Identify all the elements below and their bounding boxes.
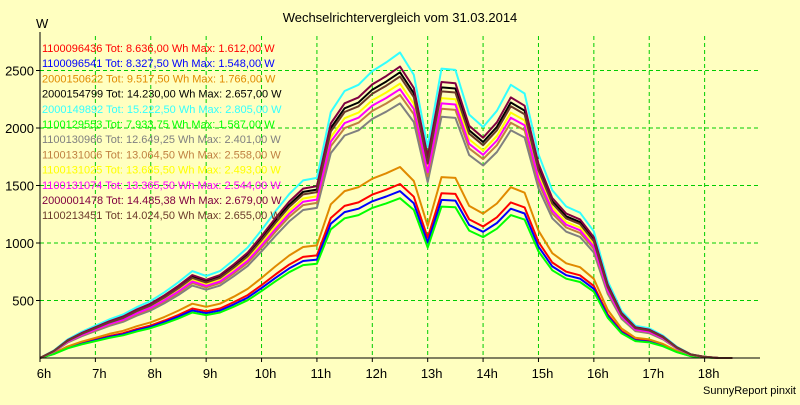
legend-entry: 1100131074 Tot: 13.365,50 Wh Max: 2.544,… <box>42 180 281 192</box>
x-tick-label: 17h <box>642 366 664 381</box>
y-axis-unit: W <box>36 16 49 31</box>
x-tick-label: 14h <box>476 366 498 381</box>
footer-label: SunnyReport pinxit <box>703 385 796 397</box>
x-tick-label: 16h <box>587 366 609 381</box>
legend-entry: 2000001478 Tot: 14.485,38 Wh Max: 2.679,… <box>42 195 282 207</box>
x-tick-label: 10h <box>255 366 277 381</box>
y-tick-label: 2500 <box>5 64 34 79</box>
series-line-2000149892 <box>39 51 733 359</box>
x-tick-label: 6h <box>37 366 51 381</box>
x-tick-label: 15h <box>532 366 554 381</box>
legend-entry: 1100131006 Tot: 13.064,50 Wh Max: 2.558,… <box>42 149 281 161</box>
y-tick-label: 1000 <box>5 236 34 251</box>
x-tick-label: 11h <box>311 366 332 381</box>
series-line-1100131074 <box>39 88 733 359</box>
legend-entry: 1100131025 Tot: 13.685,50 Wh Max: 2.493,… <box>42 165 281 177</box>
legend-entry: 1100130966 Tot: 12.649,25 Wh Max: 2.401,… <box>42 134 281 146</box>
legend-entry: 1100096541 Tot: 8.327,50 Wh Max: 1.548,0… <box>42 58 275 70</box>
grid-lines <box>40 36 760 358</box>
y-tick-label: 500 <box>12 294 34 309</box>
x-tick-label: 8h <box>148 366 162 381</box>
x-tick-label: 7h <box>92 366 106 381</box>
legend-entry: 2000150622 Tot: 9.517,50 Wh Max: 1.766,0… <box>42 73 276 85</box>
legend-entry: 2000154799 Tot: 14.230,00 Wh Max: 2.657,… <box>42 89 282 101</box>
legend-entry: 1100213451 Tot: 14.024,50 Wh Max: 2.655,… <box>42 210 281 222</box>
x-tick-label: 13h <box>421 366 443 381</box>
series-line-2000150622 <box>39 166 733 359</box>
legend: 1100096436 Tot: 8.636,00 Wh Max: 1.612,0… <box>42 43 282 222</box>
legend-entry: 1100129553 Tot: 7.933,75 Wh Max: 1.587,0… <box>42 119 275 131</box>
y-tick-label: 2000 <box>5 121 34 136</box>
series-line-1100129553 <box>39 197 733 359</box>
x-tick-label: 12h <box>365 366 387 381</box>
legend-entry: 1100096436 Tot: 8.636,00 Wh Max: 1.612,0… <box>42 43 275 55</box>
x-tick-label: 18h <box>698 366 720 381</box>
series-line-1100213451 <box>39 75 733 359</box>
chart-title: Wechselrichtervergleich vom 31.03.2014 <box>283 10 518 25</box>
x-tick-label: 9h <box>203 366 217 381</box>
axes: 6h 7h 8h 9h 10h 11h 12h 13h 14h 15h 16h 17h 18h 500 10… <box>5 32 760 381</box>
y-tick-label: 1500 <box>5 179 34 194</box>
legend-entry: 2000149892 Tot: 15.222,50 Wh Max: 2.805,… <box>42 104 282 116</box>
series-lines <box>39 51 733 359</box>
